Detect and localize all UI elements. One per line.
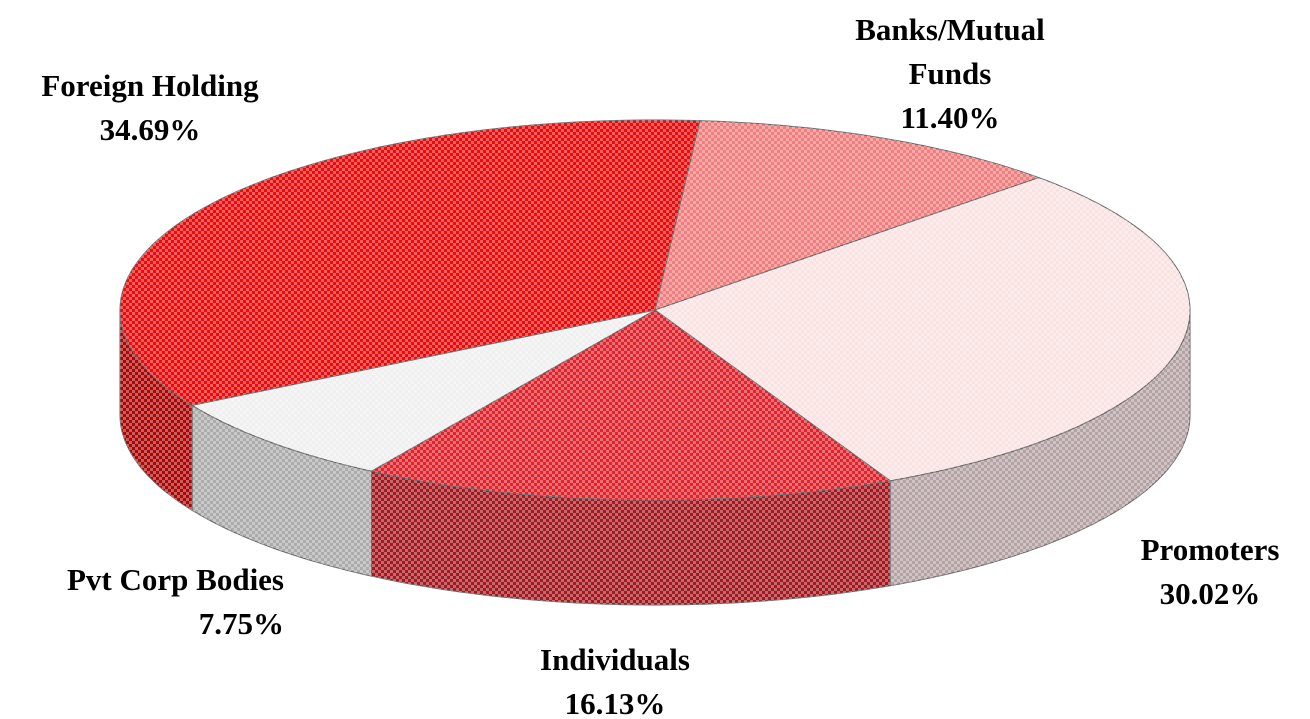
value-label: 11.40%: [900, 100, 1000, 135]
value-label: 30.02%: [1159, 576, 1261, 611]
value-label: 34.69%: [99, 112, 201, 147]
slice-texture: [120, 120, 700, 406]
slice-side-texture: [890, 310, 1190, 586]
slice-texture: [655, 120, 1039, 310]
slice-texture: [371, 310, 891, 500]
category-label: Foreign Holding: [41, 68, 259, 103]
value-label: 16.13%: [564, 686, 666, 719]
slice-label: Promoters 30.02%: [1100, 528, 1310, 616]
category-label: Individuals: [540, 642, 690, 677]
value-label: 7.75%: [198, 606, 284, 641]
category-label: Promoters: [1140, 532, 1280, 567]
slice-texture: [192, 310, 655, 472]
slice-label: Foreign Holding 34.69%: [0, 64, 300, 152]
slice-side-texture: [371, 471, 891, 605]
category-label: Banks/Mutual Funds: [855, 12, 1045, 91]
slice-label: Pvt Corp Bodies 7.75%: [0, 558, 284, 646]
slice-label: Individuals 16.13%: [470, 638, 760, 719]
slice-label: Banks/Mutual Funds 11.40%: [820, 8, 1080, 140]
slice-texture: [655, 177, 1190, 481]
slice-side-texture: [120, 310, 193, 511]
category-label: Pvt Corp Bodies: [67, 562, 284, 597]
slice-side-texture: [192, 405, 372, 577]
